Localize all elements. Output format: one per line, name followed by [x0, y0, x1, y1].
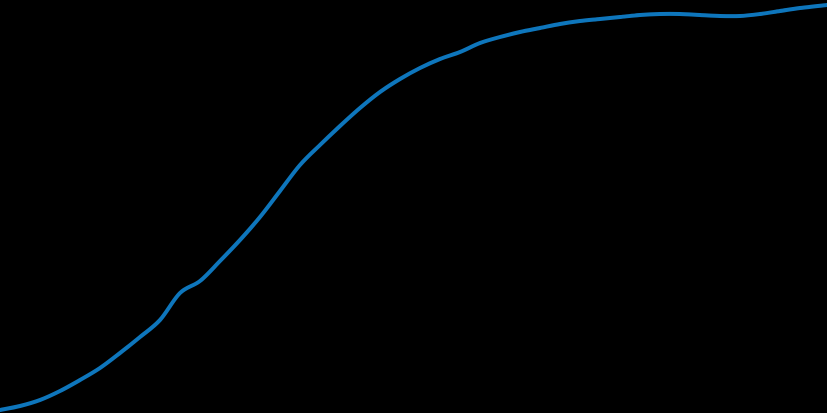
- decay-curve-line: [0, 3, 827, 412]
